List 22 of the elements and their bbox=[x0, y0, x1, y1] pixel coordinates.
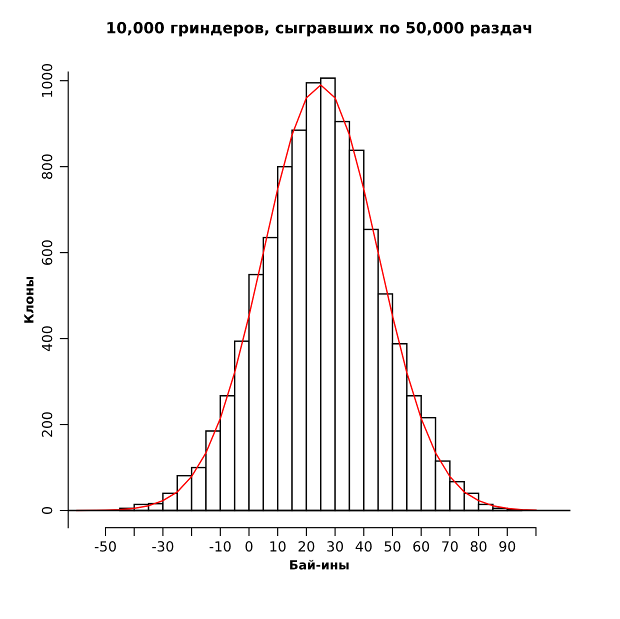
y-tick-label: 200 bbox=[42, 412, 52, 437]
y-tick-label: 400 bbox=[42, 326, 52, 352]
x-axis-title: Бай-ины bbox=[290, 560, 349, 570]
x-tick-label: 70 bbox=[442, 541, 458, 552]
x-tick-label: -30 bbox=[152, 541, 174, 552]
chart-title: 10,000 гриндеров, сыгравших по 50,000 раздач bbox=[107, 22, 532, 36]
x-tick-label: 10 bbox=[270, 541, 286, 552]
y-tick-label: 0 bbox=[42, 507, 52, 514]
y-tick-label: 600 bbox=[42, 240, 52, 265]
x-tick-label: 90 bbox=[499, 541, 516, 552]
y-tick-label: 1000 bbox=[42, 64, 52, 97]
x-tick-label: 50 bbox=[384, 541, 400, 552]
x-tick-label: 80 bbox=[470, 541, 486, 552]
y-tick-label: 800 bbox=[42, 154, 52, 179]
x-tick-label: 60 bbox=[413, 541, 430, 552]
x-tick-label: -10 bbox=[210, 541, 231, 552]
x-tick-label: 30 bbox=[327, 541, 343, 552]
y-axis-title: Клоны bbox=[24, 276, 34, 323]
x-tick-label: 20 bbox=[298, 541, 314, 552]
x-tick-label: -50 bbox=[94, 541, 116, 552]
x-tick-label: 0 bbox=[245, 541, 252, 552]
x-tick-label: 40 bbox=[356, 541, 372, 552]
